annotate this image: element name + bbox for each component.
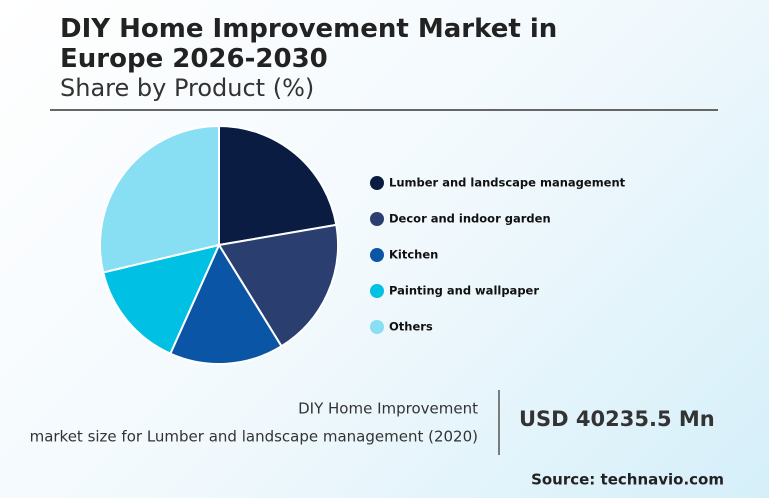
legend-swatch xyxy=(370,320,384,334)
pie-slice xyxy=(217,223,339,348)
pie-slice xyxy=(169,242,283,365)
legend-swatch xyxy=(370,212,384,226)
legend-label: Decor and indoor garden xyxy=(389,212,551,226)
chart-subtitle: Share by Product (%) xyxy=(60,74,315,102)
pie-slice xyxy=(218,124,338,247)
pie-slice xyxy=(101,243,221,355)
footer-value: USD 40235.5 Mn xyxy=(519,407,715,431)
legend-label: Painting and wallpaper xyxy=(389,284,539,298)
legend-label: Others xyxy=(389,320,433,334)
chart-title: DIY Home Improvement Market in Europe 20… xyxy=(60,14,558,74)
footer-label: DIY Home Improvement xyxy=(298,400,478,418)
legend-swatch xyxy=(370,284,384,298)
legend-swatch xyxy=(370,248,384,262)
footer-label: market size for Lumber and landscape man… xyxy=(30,428,478,446)
legend-swatch xyxy=(370,176,384,190)
divider xyxy=(50,109,718,111)
legend-label: Lumber and landscape management xyxy=(389,176,626,190)
source: Source: technavio.com xyxy=(531,471,724,489)
pie-slice xyxy=(99,124,220,274)
legend-label: Kitchen xyxy=(389,248,438,262)
